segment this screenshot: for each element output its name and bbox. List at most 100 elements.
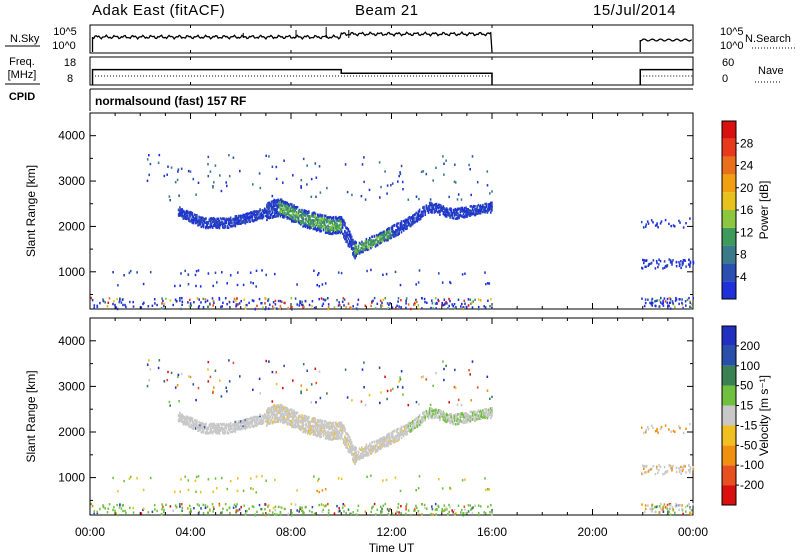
echo-cell [213,221,215,224]
echo-cell [361,250,363,253]
echo-cell [265,414,267,417]
echo-cell [642,226,645,229]
echo-cell [288,207,291,210]
echo-cell [262,420,265,423]
echo-cell [454,207,457,211]
echo-cell [182,210,185,214]
echo-cell [404,219,406,222]
echo-cell [271,412,274,416]
echo-cell [442,212,445,216]
echo-cell [108,297,111,300]
echo-cell [189,170,192,173]
echo-cell [491,209,493,212]
echo-cell [207,226,209,229]
echo-cell [435,412,438,416]
echo-cell [213,301,215,304]
echo-cell [374,447,377,450]
echo-cell [324,227,327,230]
echo-cell [674,299,677,302]
echo-cell [288,419,291,423]
echo-cell [216,429,218,432]
echo-cell [376,236,379,240]
echo-cell [382,439,385,443]
echo-cell [295,411,298,414]
echo-cell [376,243,379,247]
echo-cell [300,428,302,432]
echo-cell [229,306,231,309]
echo-cell [258,216,260,220]
echo-cell [313,433,316,436]
echo-cell [347,435,350,438]
echo-cell [461,413,464,417]
echo-cell [289,412,292,416]
echo-cell [415,422,417,425]
echo-cell [295,416,298,419]
echo-cell [181,297,183,300]
echo-cell [275,404,277,408]
echo-cell [339,422,342,425]
echo-cell [679,221,681,224]
echo-cell [181,300,184,303]
echo-cell [412,220,414,223]
echo-cell [191,419,194,422]
echo-cell [366,245,369,249]
echo-cell [383,232,386,235]
echo-cell [316,283,318,287]
echo-cell [237,425,240,429]
echo-cell [306,214,309,218]
echo-cell [270,411,273,415]
echo-cell [319,429,321,433]
echo-cell [274,201,276,204]
echo-cell [370,268,372,272]
echo-cell [212,300,215,303]
echo-cell [334,437,336,440]
echo-cell [312,433,315,436]
echo-cell [323,222,326,225]
echo-cell [228,429,231,432]
echo-cell [651,297,654,301]
echo-cell [401,227,404,231]
echo-cell [692,262,694,265]
echo-cell [379,444,381,447]
echo-cell [412,215,414,218]
echo-cell [329,421,331,424]
echo-cell [283,159,285,162]
echo-cell [321,419,324,423]
echo-cell [279,408,282,412]
echo-cell [470,210,473,213]
echo-cell [363,244,365,247]
echo-cell [270,406,273,409]
echo-cell [166,173,168,176]
echo-cell [322,434,325,437]
echo-cell [264,308,267,311]
echo-cell [283,207,285,210]
echo-cell [318,272,320,275]
echo-cell [218,432,221,435]
echo-cell [235,222,238,225]
echo-cell [209,225,212,228]
echo-cell [201,427,204,430]
echo-cell [337,425,339,428]
echo-cell [396,225,398,228]
echo-cell [685,304,687,307]
echo-cell [471,206,474,209]
echo-cell [193,422,196,425]
echo-cell [468,163,470,167]
echo-cell [210,224,213,227]
echo-cell [344,443,346,446]
echo-cell [440,413,442,416]
echo-cell [454,423,457,426]
echo-cell [253,210,256,213]
echo-cell [454,163,456,166]
echo-cell [275,202,277,205]
echo-cell [228,223,231,227]
echo-cell [198,219,200,222]
echo-cell [364,453,367,456]
echo-cell [383,230,386,233]
echo-cell [202,223,205,226]
echo-cell [189,419,191,422]
echo-cell [219,224,222,227]
echo-cell [471,155,474,158]
velocity-colorbar-swatch [722,326,736,346]
echo-cell [318,297,320,301]
